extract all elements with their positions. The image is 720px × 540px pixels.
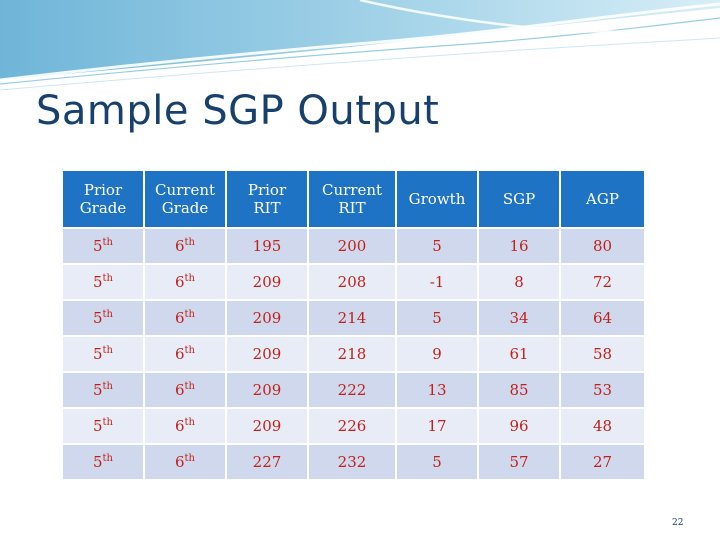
cell-growth: 13 [397,373,477,407]
cell-growth: -1 [397,265,477,299]
cell-prior-grade: 5th [63,265,143,299]
cell-prior-rit: 209 [227,409,307,443]
cell-sgp: 34 [479,301,559,335]
header-growth: Growth [397,171,477,227]
header-prior-rit: Prior RIT [227,171,307,227]
cell-current-rit: 218 [309,337,395,371]
header-current-grade: Current Grade [145,171,225,227]
cell-growth: 5 [397,445,477,479]
cell-prior-grade: 5th [63,337,143,371]
table-row: 5th 6th 195 200 5 16 80 [63,229,644,263]
table-row: 5th 6th 209 208 -1 8 72 [63,265,644,299]
cell-current-rit: 200 [309,229,395,263]
page-number: 22 [672,518,684,528]
cell-sgp: 16 [479,229,559,263]
header-sgp: SGP [479,171,559,227]
cell-agp: 48 [561,409,644,443]
cell-growth: 5 [397,301,477,335]
cell-prior-rit: 209 [227,373,307,407]
cell-agp: 80 [561,229,644,263]
table-header-row: Prior Grade Current Grade Prior RIT Current… [63,171,644,227]
table-row: 5th 6th 209 214 5 34 64 [63,301,644,335]
header-current-rit: Current RIT [309,171,395,227]
sgp-table: Prior Grade Current Grade Prior RIT Current… [61,169,646,481]
cell-growth: 9 [397,337,477,371]
cell-agp: 64 [561,301,644,335]
cell-prior-grade: 5th [63,445,143,479]
table-row: 5th 6th 209 226 17 96 48 [63,409,644,443]
cell-agp: 72 [561,265,644,299]
table-body: 5th 6th 195 200 5 16 80 5th 6th 209 208 -1 8 72 5th 6th… [63,229,644,479]
cell-growth: 17 [397,409,477,443]
cell-prior-rit: 209 [227,301,307,335]
header-swoosh-decoration [0,0,720,91]
cell-sgp: 57 [479,445,559,479]
cell-current-grade: 6th [145,337,225,371]
cell-current-grade: 6th [145,265,225,299]
cell-current-rit: 222 [309,373,395,407]
cell-agp: 53 [561,373,644,407]
cell-current-rit: 214 [309,301,395,335]
cell-prior-rit: 209 [227,337,307,371]
cell-current-rit: 232 [309,445,395,479]
table-row: 5th 6th 209 222 13 85 53 [63,373,644,407]
cell-growth: 5 [397,229,477,263]
table-row: 5th 6th 227 232 5 57 27 [63,445,644,479]
cell-prior-grade: 5th [63,373,143,407]
cell-sgp: 61 [479,337,559,371]
cell-sgp: 85 [479,373,559,407]
cell-prior-grade: 5th [63,301,143,335]
cell-current-grade: 6th [145,445,225,479]
table-row: 5th 6th 209 218 9 61 58 [63,337,644,371]
cell-current-grade: 6th [145,229,225,263]
header-prior-grade: Prior Grade [63,171,143,227]
cell-sgp: 8 [479,265,559,299]
cell-current-rit: 208 [309,265,395,299]
cell-sgp: 96 [479,409,559,443]
cell-prior-grade: 5th [63,409,143,443]
cell-prior-rit: 209 [227,265,307,299]
cell-agp: 58 [561,337,644,371]
cell-current-rit: 226 [309,409,395,443]
cell-current-grade: 6th [145,409,225,443]
cell-agp: 27 [561,445,644,479]
cell-current-grade: 6th [145,301,225,335]
slide-title: Sample SGP Output [36,88,440,134]
cell-current-grade: 6th [145,373,225,407]
cell-prior-rit: 227 [227,445,307,479]
header-agp: AGP [561,171,644,227]
cell-prior-rit: 195 [227,229,307,263]
cell-prior-grade: 5th [63,229,143,263]
